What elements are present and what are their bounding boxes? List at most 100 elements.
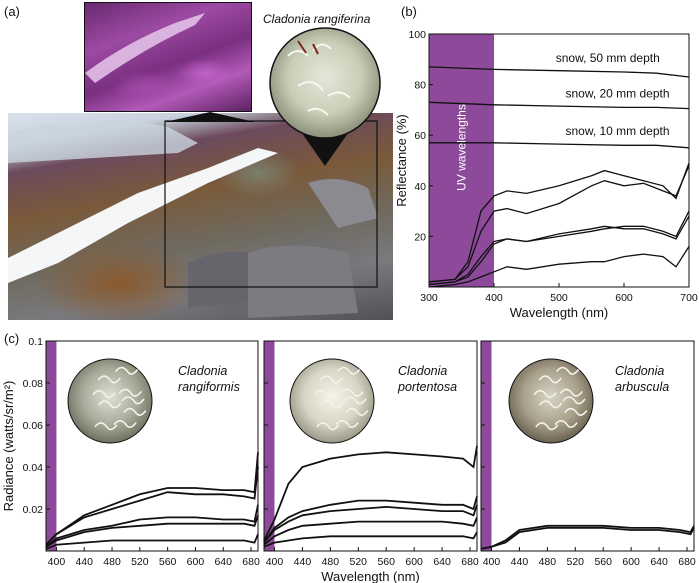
x-tick-label: 700 — [680, 292, 698, 304]
series-line — [428, 66, 690, 78]
y-tick-label: 0.08 — [23, 378, 44, 390]
x-axis-label: Wavelength (nm) — [510, 305, 609, 320]
series-line — [428, 165, 690, 283]
y-tick-label: 0.06 — [23, 420, 44, 432]
series-line — [428, 101, 690, 110]
series-line — [480, 527, 695, 550]
x-axis-label: Wavelength (nm) — [321, 569, 420, 583]
series-line — [428, 215, 690, 286]
series-line — [428, 246, 690, 288]
lichen-photo-circle — [508, 358, 594, 444]
annotation: snow, 20 mm depth — [565, 86, 669, 100]
x-tick-label: 500 — [550, 292, 568, 304]
annotation: snow, 10 mm depth — [565, 124, 669, 138]
y-axis-label: Reflectance (%) — [395, 114, 409, 206]
lichen-closeup-pin — [269, 27, 381, 166]
plot-frame — [45, 340, 259, 552]
lichen-branches — [533, 366, 588, 431]
series-line — [263, 445, 478, 541]
y-tick-label: 100 — [408, 29, 426, 41]
x-tick-label: 560 — [594, 556, 612, 568]
chart-radiance-portentosa: Cladonia portentosa 400 440 480 520 560 600 640 6… — [263, 340, 479, 583]
x-tick-label: 400 — [266, 556, 284, 568]
uv-band — [264, 341, 275, 551]
x-tick-label: 520 — [131, 556, 149, 568]
x-tick-label: 640 — [214, 556, 232, 568]
series-line — [428, 162, 690, 283]
series-line — [45, 504, 259, 548]
x-tick-label: 600 — [622, 556, 640, 568]
panel-label-c: (c) — [4, 331, 20, 346]
series-line — [45, 533, 259, 550]
x-tick-label: 400 — [48, 556, 66, 568]
x-tick-label: 600 — [405, 556, 423, 568]
lichen-branches — [92, 366, 147, 431]
x-tick-label: 440 — [511, 556, 529, 568]
species-label: rangiformis — [178, 380, 240, 394]
plot-frame — [480, 340, 695, 552]
species-label: Cladonia — [615, 364, 664, 378]
uv-band — [46, 341, 57, 551]
series-line — [263, 496, 478, 544]
plot-frame — [263, 340, 478, 552]
x-tick-label: 480 — [103, 556, 121, 568]
series-line — [480, 524, 695, 550]
y-tick-label: 20 — [414, 231, 426, 243]
x-tick-label: 300 — [420, 292, 438, 304]
species-label: arbuscula — [615, 380, 669, 394]
chart-radiance-arbuscula: Cladonia arbuscula 400 440 480 520 560 600 640 68… — [480, 340, 696, 568]
x-tick-label: 680 — [461, 556, 479, 568]
series-line — [263, 531, 478, 548]
series-line — [263, 517, 478, 546]
x-tick-label: 400 — [485, 292, 503, 304]
annotation: snow, 50 mm depth — [556, 51, 660, 65]
series-line — [428, 210, 690, 286]
y-axis-label: Radiance (watts/sr/m²) — [1, 381, 16, 512]
series-line — [45, 515, 259, 548]
x-tick-label: 400 — [483, 556, 501, 568]
y-tick-label: 80 — [414, 80, 426, 92]
chart-radiance-rangiformis: Cladonia rangiformis 400 440 480 520 560 600 640… — [1, 336, 260, 568]
y-tick-label: 0.04 — [23, 462, 44, 474]
x-tick-label: 520 — [567, 556, 585, 568]
series-line — [263, 504, 478, 544]
x-tick-label: 560 — [377, 556, 395, 568]
x-tick-label: 640 — [433, 556, 451, 568]
species-label-rangiferina: Cladonia rangiferina — [263, 12, 371, 26]
x-tick-label: 480 — [539, 556, 557, 568]
landscape-photo — [8, 113, 393, 320]
species-label: Cladonia — [178, 364, 227, 378]
series-line — [45, 452, 259, 546]
x-tick-label: 440 — [75, 556, 93, 568]
x-tick-label: 600 — [187, 556, 205, 568]
y-tick-label: 0.02 — [23, 504, 44, 516]
x-tick-label: 680 — [678, 556, 696, 568]
panel-label-b: (b) — [401, 4, 417, 19]
x-tick-label: 440 — [294, 556, 312, 568]
x-tick-label: 680 — [242, 556, 260, 568]
x-tick-label: 480 — [322, 556, 340, 568]
uv-band — [429, 34, 494, 287]
lichen-branches — [314, 366, 369, 431]
uv-inset-photo — [84, 2, 252, 112]
uv-band — [481, 341, 492, 551]
species-label: portentosa — [397, 380, 457, 394]
x-tick-label: 520 — [350, 556, 368, 568]
x-tick-label: 640 — [650, 556, 668, 568]
lichen-photo-circle — [289, 358, 375, 444]
x-tick-label: 600 — [615, 292, 633, 304]
series-line — [429, 142, 690, 149]
species-label: Cladonia — [398, 364, 447, 378]
x-tick-label: 560 — [159, 556, 177, 568]
uv-inset-overlay — [85, 13, 205, 83]
lichen-photo-circle — [67, 358, 153, 444]
chart-reflectance: UV wavelengths snow, 50 mm depth snow, 20 … — [395, 29, 698, 320]
y-tick-label: 0.1 — [28, 336, 43, 348]
uv-band-label: UV wavelengths — [455, 104, 469, 191]
series-line — [45, 466, 259, 546]
inset-connector-triangle — [165, 112, 255, 122]
landscape-overlay — [8, 119, 378, 318]
y-tick-label: 60 — [414, 130, 426, 142]
panel-label-a: (a) — [4, 4, 20, 19]
y-tick-label: 40 — [414, 181, 426, 193]
